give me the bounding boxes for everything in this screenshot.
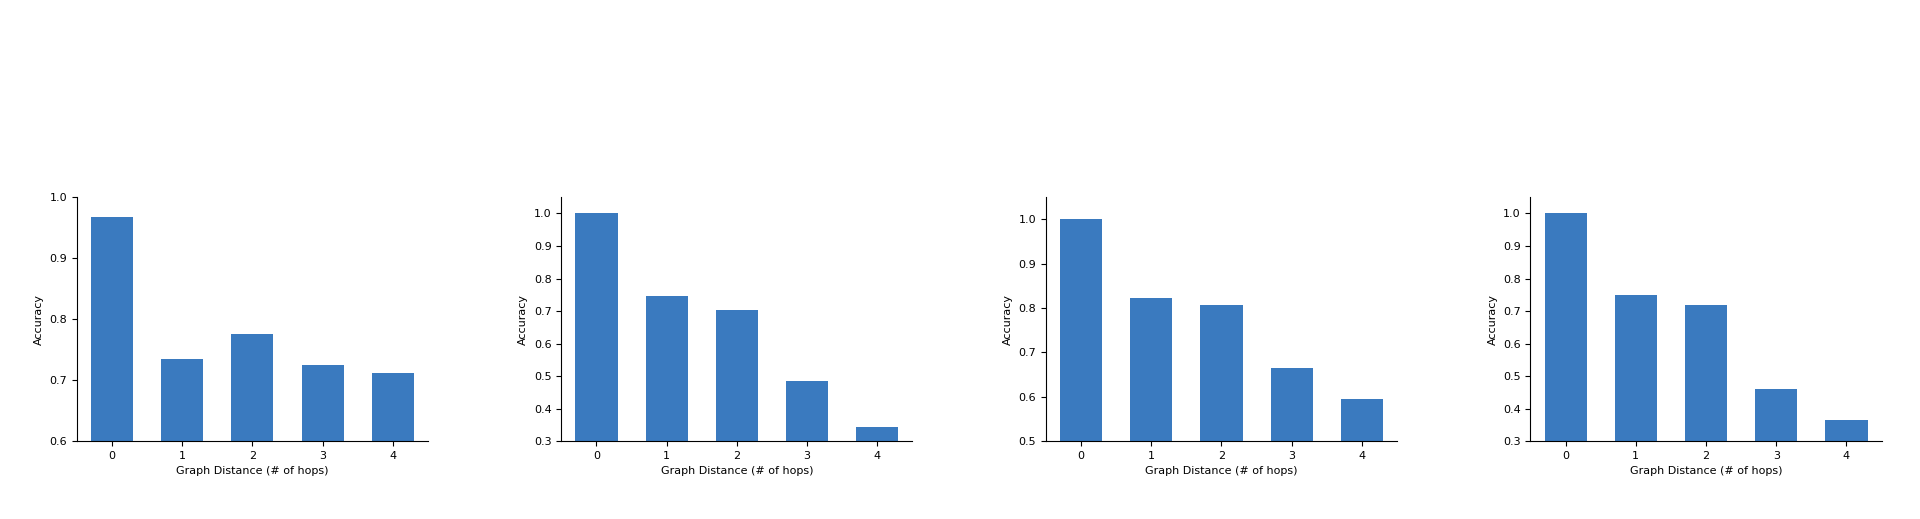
Bar [1200, 305, 1242, 519]
X-axis label: Graph Distance (# of hops): Graph Distance (# of hops) [177, 467, 328, 476]
Bar [372, 373, 415, 519]
X-axis label: Graph Distance (# of hops): Graph Distance (# of hops) [1630, 467, 1782, 476]
Y-axis label: Accuracy: Accuracy [518, 294, 528, 345]
Bar [1060, 220, 1102, 519]
Bar [785, 381, 828, 519]
Bar [1826, 420, 1868, 519]
Y-axis label: Accuracy: Accuracy [35, 294, 44, 345]
Bar [576, 213, 618, 519]
X-axis label: Graph Distance (# of hops): Graph Distance (# of hops) [660, 467, 814, 476]
Y-axis label: Accuracy: Accuracy [1488, 294, 1498, 345]
Y-axis label: Accuracy: Accuracy [1002, 294, 1014, 345]
Bar [1131, 298, 1173, 519]
Bar [1544, 213, 1586, 519]
Bar [161, 359, 204, 519]
Bar [1615, 295, 1657, 519]
Bar [1340, 399, 1382, 519]
Bar [716, 310, 758, 519]
Bar [1686, 305, 1728, 519]
Bar [90, 217, 132, 519]
Bar [856, 427, 899, 519]
Bar [1271, 368, 1313, 519]
Bar [301, 365, 344, 519]
X-axis label: Graph Distance (# of hops): Graph Distance (# of hops) [1144, 467, 1298, 476]
Bar [645, 296, 687, 519]
Bar [1755, 389, 1797, 519]
Bar [230, 334, 273, 519]
